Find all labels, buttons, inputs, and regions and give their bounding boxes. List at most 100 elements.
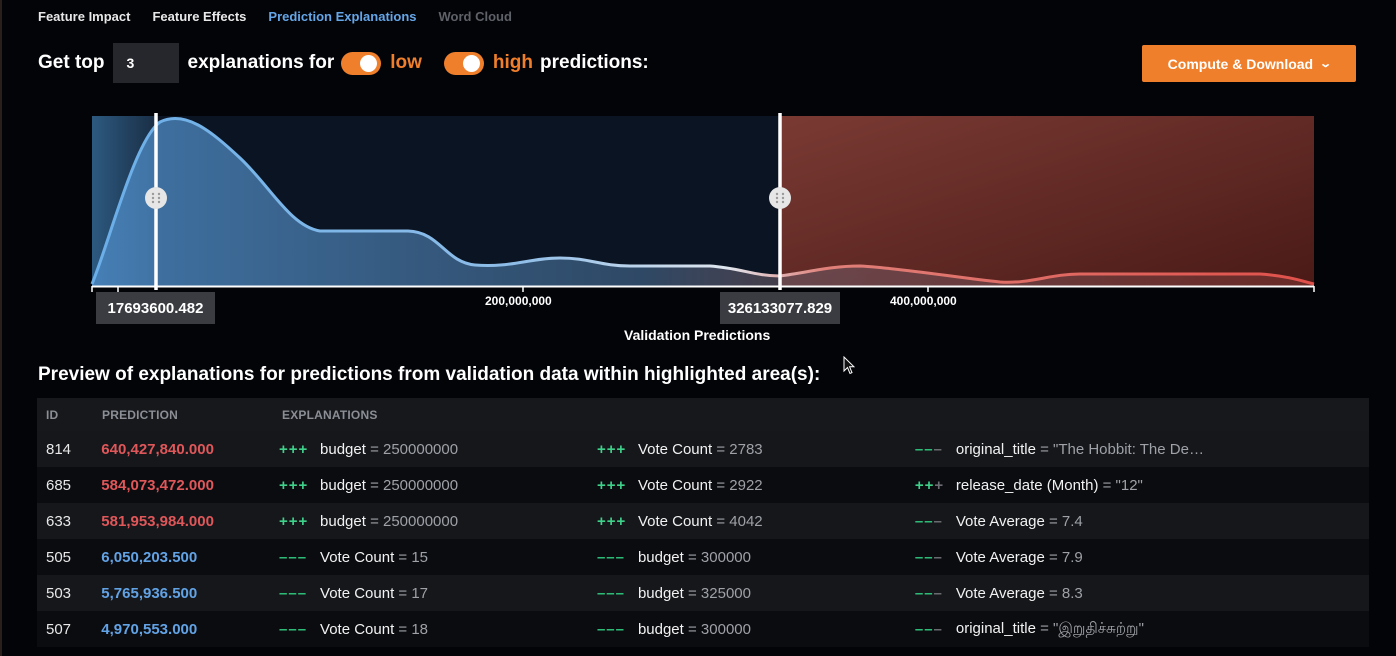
tab-feature-impact[interactable]: Feature Impact: [38, 9, 131, 24]
explanation-strength-icon: +++: [279, 440, 309, 458]
row-prediction: 584,073,472.000: [101, 476, 214, 494]
explanation-strength-icon: –––: [914, 512, 943, 530]
feature-value: = 250000000: [365, 476, 459, 494]
feature-name: original_title: [955, 440, 1036, 458]
column-header-prediction[interactable]: PREDICTION: [102, 407, 179, 422]
feature-value: = 17: [394, 584, 429, 602]
explanation-cell: ––– Vote Average = 7.9: [915, 549, 1369, 566]
row-prediction: 4,970,553.000: [101, 620, 198, 638]
high-threshold-value[interactable]: 326133077.829: [720, 292, 840, 324]
low-threshold-handle[interactable]: [145, 187, 167, 209]
explanation-cell: +++ budget = 250000000: [279, 477, 597, 494]
feature-name: budget: [320, 440, 366, 458]
low-predictions-toggle[interactable]: [341, 51, 382, 75]
explanation-cell: ––– budget = 300000: [597, 549, 915, 566]
explanation-text: budget = 300000: [638, 549, 751, 566]
explanation-text: Vote Average = 8.3: [956, 585, 1083, 602]
explanation-cell: +++ Vote Count = 2922: [597, 477, 915, 494]
explanation-cell: ––– Vote Count = 17: [279, 585, 597, 602]
explanation-text: Vote Count = 15: [320, 549, 428, 566]
feature-value: = 250000000: [365, 440, 459, 458]
feature-value: = 18: [394, 620, 429, 638]
low-threshold-value[interactable]: 17693600.482: [96, 292, 215, 324]
explanation-strength-icon: –––: [914, 440, 943, 458]
feature-name: Vote Count: [320, 548, 395, 566]
drag-grip-icon: [775, 192, 785, 204]
feature-value: = 325000: [683, 584, 751, 602]
explanation-text: budget = 250000000: [320, 441, 458, 458]
predictions-label: predictions:: [540, 52, 649, 73]
explanation-text: Vote Count = 2922: [638, 477, 763, 494]
explanation-cell: ––– original_title = "இறுதிச்சுற்று": [915, 620, 1369, 639]
row-prediction: 640,427,840.000: [101, 440, 214, 458]
explanation-strength-icon: +++: [596, 440, 627, 458]
row-id: 633: [46, 512, 72, 530]
feature-name: release_date (Month): [955, 476, 1099, 494]
explanation-cell: ––– Vote Count = 18: [279, 621, 597, 638]
explanation-strength-icon: –––: [279, 584, 308, 602]
row-id: 685: [46, 476, 72, 494]
compute-download-button[interactable]: Compute & Download ⌄: [1142, 45, 1356, 82]
explanation-text: original_title = "இறுதிச்சுற்று": [956, 620, 1144, 639]
distribution-area: [92, 118, 1314, 286]
get-top-label: Get top: [38, 52, 105, 73]
feature-name: budget: [637, 620, 684, 638]
explanations-table: ID PREDICTION EXPLANATIONS 814 640,427,84…: [37, 398, 1369, 647]
distribution-curve: [90, 116, 1315, 286]
explanation-strength-icon: –––: [279, 620, 308, 638]
high-threshold-handle[interactable]: [769, 187, 791, 209]
table-row[interactable]: 685 584,073,472.000 +++ budget = 250000000 +…: [37, 467, 1369, 503]
table-row[interactable]: 814 640,427,840.000 +++ budget = 250000000 +…: [37, 431, 1369, 467]
explanation-strength-icon: +++: [279, 512, 309, 530]
tab-word-cloud[interactable]: Word Cloud: [438, 9, 512, 24]
feature-value: = 7.9: [1044, 548, 1083, 566]
feature-name: Vote Average: [955, 584, 1045, 602]
toggle-knob: [360, 54, 378, 72]
feature-value: = 300000: [683, 620, 751, 638]
tab-prediction-explanations[interactable]: Prediction Explanations: [268, 9, 417, 24]
explanation-text: Vote Average = 7.4: [956, 513, 1083, 530]
explanation-strength-icon: +++: [596, 476, 627, 494]
feature-name: budget: [637, 548, 684, 566]
high-predictions-toggle[interactable]: [443, 51, 484, 75]
explanation-strength-icon: –––: [914, 620, 943, 638]
top-n-input[interactable]: 3: [112, 43, 179, 83]
drag-grip-icon: [151, 192, 161, 204]
row-id: 505: [46, 548, 72, 566]
feature-value: = 2783: [712, 440, 763, 458]
explanation-cell: ––– budget = 325000: [597, 585, 915, 602]
tab-feature-effects[interactable]: Feature Effects: [152, 9, 247, 24]
explanation-text: budget = 300000: [638, 621, 751, 638]
explanation-text: Vote Count = 2783: [638, 441, 763, 458]
explanation-cell: ––– original_title = "The Hobbit: The De…: [915, 441, 1369, 458]
explanation-text: Vote Count = 18: [320, 621, 428, 638]
explanation-strength-icon: –––: [596, 620, 625, 638]
window-edge: [0, 0, 2, 656]
feature-value: = 4042: [712, 512, 763, 530]
x-tick-label: 200,000,000: [485, 294, 552, 308]
table-row[interactable]: 633 581,953,984.000 +++ budget = 250000000 +…: [37, 503, 1369, 539]
low-label: low: [390, 52, 422, 73]
feature-name: Vote Count: [637, 440, 713, 458]
column-header-explanations[interactable]: EXPLANATIONS: [282, 407, 378, 422]
table-row[interactable]: 505 6,050,203.500 ––– Vote Count = 15 ––– bud…: [37, 539, 1369, 575]
column-header-id[interactable]: ID: [46, 407, 59, 422]
row-prediction: 5,765,936.500: [101, 584, 198, 602]
explanation-text: release_date (Month) = "12": [956, 477, 1143, 494]
explanation-strength-icon: +++: [914, 476, 945, 494]
table-row[interactable]: 507 4,970,553.000 ––– Vote Count = 18 ––– bud…: [37, 611, 1369, 647]
explanation-cell: +++ budget = 250000000: [279, 513, 597, 530]
feature-name: budget: [637, 584, 684, 602]
feature-value: = 8.3: [1044, 584, 1083, 602]
explanation-text: Vote Count = 4042: [638, 513, 763, 530]
high-highlight-region: [780, 116, 1314, 286]
row-prediction: 581,953,984.000: [101, 512, 214, 530]
prediction-distribution-chart: [90, 113, 1315, 292]
feature-value: = 7.4: [1044, 512, 1083, 530]
feature-value: = "இறுதிச்சுற்று": [1035, 619, 1144, 637]
table-row[interactable]: 503 5,765,936.500 ––– Vote Count = 17 ––– bud…: [37, 575, 1369, 611]
feature-value: = 250000000: [365, 512, 459, 530]
explanation-text: Vote Count = 17: [320, 585, 428, 602]
feature-name: budget: [320, 512, 366, 530]
row-id: 814: [46, 440, 72, 458]
